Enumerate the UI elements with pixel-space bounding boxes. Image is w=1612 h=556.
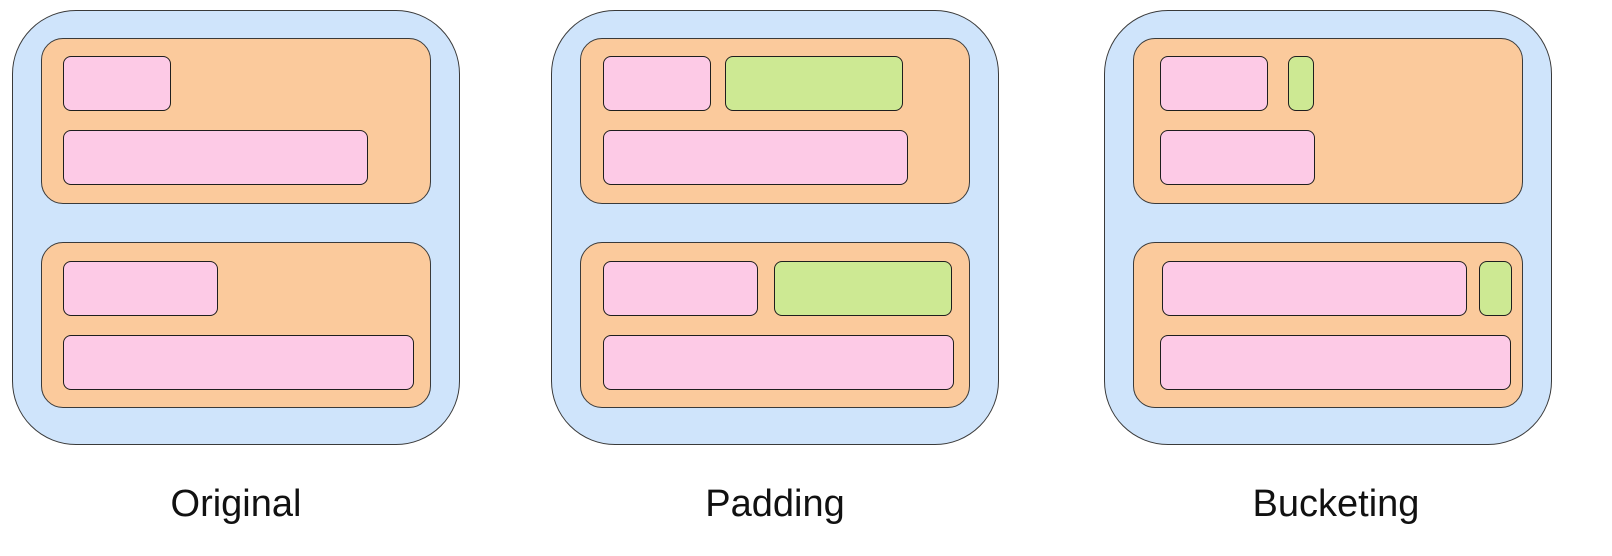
bucketing-panel: [1104, 10, 1552, 445]
sequence-block: [63, 335, 414, 390]
padding-block: [1479, 261, 1512, 316]
batch-group-2: [580, 242, 970, 408]
sequence-block: [1160, 335, 1511, 390]
original-label: Original: [170, 483, 302, 525]
batch-group-1: [41, 38, 431, 204]
sequence-block: [63, 130, 368, 185]
sequence-block: [1162, 261, 1467, 316]
sequence-block: [603, 335, 954, 390]
sequence-block: [1160, 56, 1268, 111]
batch-group-2: [1133, 242, 1523, 408]
original-panel: [12, 10, 460, 445]
batch-group-1: [580, 38, 970, 204]
batch-group-1: [1133, 38, 1523, 204]
padding-block: [725, 56, 903, 111]
padding-panel: [551, 10, 999, 445]
sequence-block: [603, 130, 908, 185]
padding-block: [774, 261, 952, 316]
padding-block: [1288, 56, 1314, 111]
sequence-block: [63, 261, 218, 316]
sequence-block: [63, 56, 171, 111]
sequence-block: [1160, 130, 1315, 185]
sequence-block: [603, 56, 711, 111]
batch-group-2: [41, 242, 431, 408]
sequence-block: [603, 261, 758, 316]
bucketing-label: Bucketing: [1252, 483, 1420, 525]
padding-label: Padding: [705, 483, 845, 525]
